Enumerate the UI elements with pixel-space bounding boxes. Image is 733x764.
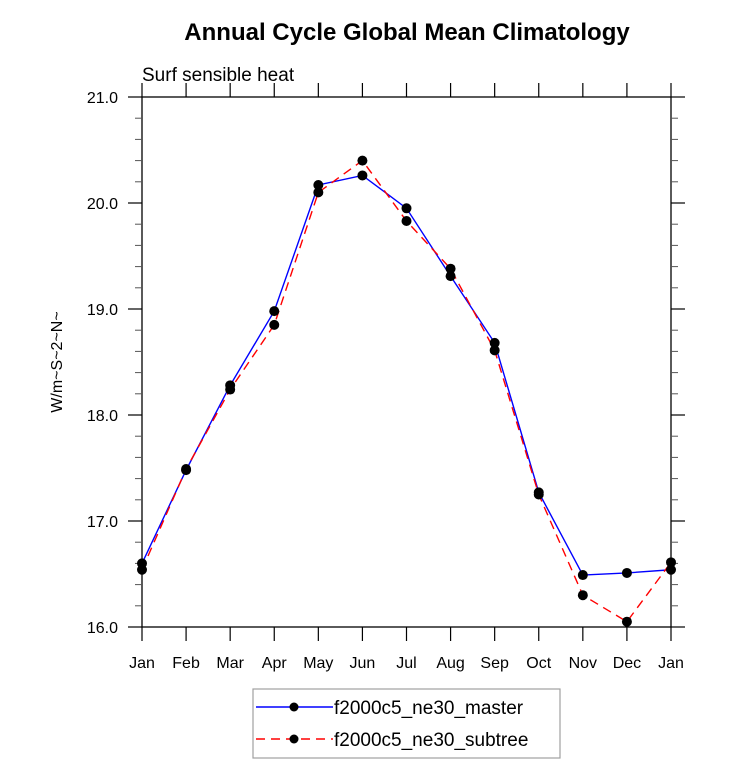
y-axis-label: W/m~S~2~N~ xyxy=(49,311,66,412)
data-point-subtree xyxy=(137,564,147,575)
x-tick-label: Jul xyxy=(396,655,416,672)
data-point-master xyxy=(269,306,280,317)
x-tick-label: Nov xyxy=(569,655,597,672)
legend: f2000c5_ne30_master f2000c5_ne30_subtree xyxy=(252,688,561,759)
data-point-master xyxy=(445,271,456,282)
data-point-master xyxy=(489,337,500,348)
data-point-subtree xyxy=(621,616,632,627)
data-point-subtree xyxy=(313,187,324,198)
series-line-subtree xyxy=(141,159,672,623)
chart-title: Annual Cycle Global Mean Climatology xyxy=(184,19,630,46)
data-point-subtree xyxy=(445,263,456,274)
y-tick-label: 20.0 xyxy=(87,196,118,213)
x-tick-label: Apr xyxy=(262,655,288,672)
y-tick-label: 18.0 xyxy=(87,408,118,425)
data-point-master xyxy=(401,203,412,214)
x-tick-label: Oct xyxy=(526,655,551,672)
data-point-master xyxy=(357,170,368,181)
x-tick-label: Feb xyxy=(172,655,200,672)
chart-subtitle: Surf sensible heat xyxy=(142,65,295,86)
x-tick-label: Jun xyxy=(350,655,376,672)
data-point-subtree xyxy=(533,489,544,500)
plot-frame xyxy=(141,96,672,628)
data-point-master xyxy=(621,567,632,578)
x-tick-label: Jan xyxy=(129,655,155,672)
data-point-master xyxy=(313,179,324,190)
y-tick-label: 17.0 xyxy=(87,514,118,531)
x-tick-label: May xyxy=(303,655,333,672)
x-tick-label: Sep xyxy=(480,655,509,672)
data-point-subtree xyxy=(666,557,676,568)
legend-box xyxy=(252,688,561,759)
y-tick-label: 21.0 xyxy=(87,90,118,107)
data-point-subtree xyxy=(181,464,192,475)
data-point-subtree xyxy=(577,590,588,601)
data-point-subtree xyxy=(269,319,280,330)
legend-marker-master xyxy=(289,702,299,712)
x-tick-label: Aug xyxy=(436,655,464,672)
x-tick-label: Dec xyxy=(613,655,641,672)
legend-marker-subtree xyxy=(289,734,299,744)
legend-label-subtree: f2000c5_ne30_subtree xyxy=(334,730,528,751)
series-line-master xyxy=(141,174,672,576)
data-point-subtree xyxy=(401,216,412,227)
data-point-master xyxy=(666,564,676,575)
y-tick-label: 16.0 xyxy=(87,620,118,637)
y-tick-label: 19.0 xyxy=(87,302,118,319)
x-tick-label: Jan xyxy=(658,655,684,672)
data-point-subtree xyxy=(357,155,368,166)
legend-label-master: f2000c5_ne30_master xyxy=(334,698,524,719)
data-point-subtree xyxy=(225,384,236,395)
data-point-subtree xyxy=(489,345,500,356)
series-layer xyxy=(137,155,676,627)
axes: Jan Feb Mar Apr May Jun Jul Aug Sep Oct Nov Dec Jan 1… xyxy=(87,83,685,672)
data-point-master xyxy=(577,570,588,581)
x-tick-label: Mar xyxy=(216,655,244,672)
